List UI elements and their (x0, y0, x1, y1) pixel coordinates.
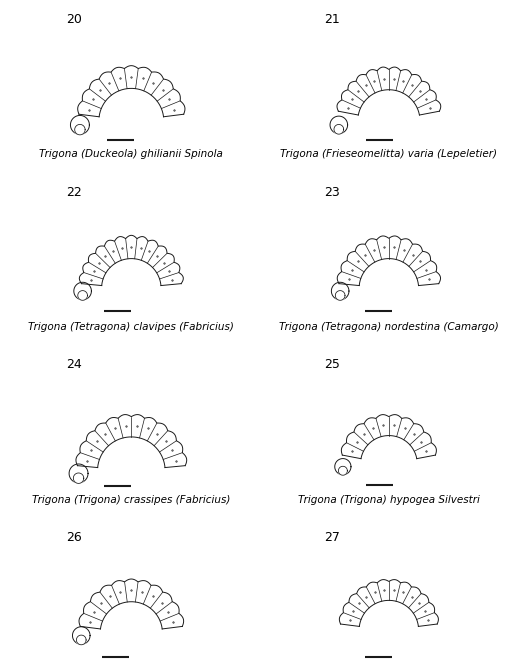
Text: Trigona (Frieseomelitta) varia (Lepeletier): Trigona (Frieseomelitta) varia (Lepeleti… (280, 149, 496, 159)
Polygon shape (70, 115, 89, 135)
Polygon shape (69, 464, 88, 483)
Polygon shape (77, 65, 185, 117)
Polygon shape (329, 116, 347, 134)
Polygon shape (333, 125, 343, 134)
Text: 20: 20 (66, 13, 82, 26)
Polygon shape (73, 473, 83, 483)
Polygon shape (341, 414, 436, 459)
Text: Trigona (Duckeola) ghilianii Spinola: Trigona (Duckeola) ghilianii Spinola (39, 149, 223, 159)
Polygon shape (338, 466, 347, 475)
Polygon shape (74, 282, 91, 300)
Polygon shape (335, 290, 344, 300)
Polygon shape (336, 236, 440, 286)
Text: Trigona (Tetragona) clavipes (Fabricius): Trigona (Tetragona) clavipes (Fabricius) (29, 322, 234, 332)
Text: 25: 25 (323, 358, 339, 372)
Text: Trigona (Trigona) crassipes (Fabricius): Trigona (Trigona) crassipes (Fabricius) (32, 495, 230, 505)
Text: 21: 21 (323, 13, 339, 26)
Polygon shape (74, 125, 85, 135)
Text: 22: 22 (66, 185, 82, 199)
Polygon shape (336, 67, 440, 115)
Polygon shape (78, 290, 87, 300)
Polygon shape (72, 627, 90, 644)
Polygon shape (76, 414, 186, 467)
Text: 27: 27 (323, 531, 339, 544)
Polygon shape (79, 579, 183, 629)
Polygon shape (338, 579, 438, 626)
Polygon shape (334, 459, 350, 475)
Polygon shape (79, 236, 183, 286)
Text: 23: 23 (323, 185, 339, 199)
Polygon shape (331, 282, 348, 300)
Text: Trigona (Trigona) hypogea Silvestri: Trigona (Trigona) hypogea Silvestri (297, 495, 479, 505)
Polygon shape (76, 635, 86, 645)
Text: 26: 26 (66, 531, 82, 544)
Text: 24: 24 (66, 358, 82, 372)
Text: Trigona (Tetragona) nordestina (Camargo): Trigona (Tetragona) nordestina (Camargo) (278, 322, 498, 332)
